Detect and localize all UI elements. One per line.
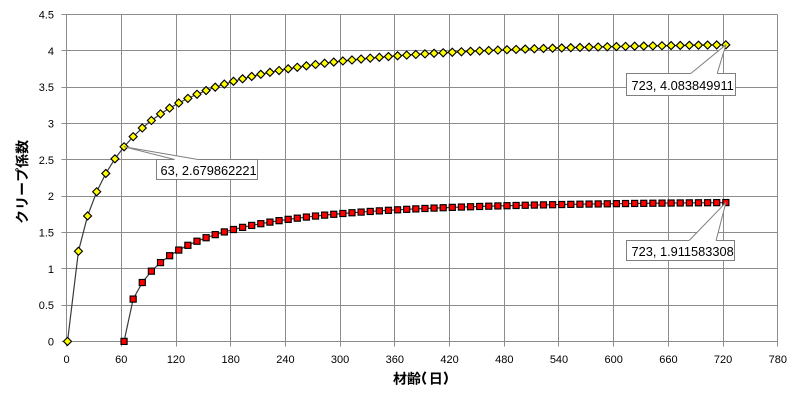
svg-text:360: 360: [386, 354, 404, 366]
svg-text:0: 0: [48, 336, 54, 348]
svg-text:63, 2.679862221: 63, 2.679862221: [161, 163, 257, 178]
svg-text:120: 120: [167, 354, 185, 366]
svg-text:480: 480: [495, 354, 513, 366]
svg-text:4.5: 4.5: [39, 10, 54, 22]
svg-text:660: 660: [659, 354, 677, 366]
svg-text:3.5: 3.5: [39, 82, 54, 94]
svg-text:780: 780: [769, 354, 787, 366]
svg-text:720: 720: [714, 354, 732, 366]
svg-text:2.5: 2.5: [39, 155, 54, 167]
svg-text:600: 600: [605, 354, 623, 366]
svg-text:723, 1.911583308: 723, 1.911583308: [632, 244, 734, 259]
svg-text:60: 60: [115, 354, 127, 366]
svg-text:3: 3: [48, 119, 54, 131]
svg-text:0: 0: [64, 354, 70, 366]
svg-text:723, 4.083849911: 723, 4.083849911: [632, 78, 734, 93]
svg-text:240: 240: [276, 354, 294, 366]
svg-text:2: 2: [48, 191, 54, 203]
svg-text:300: 300: [331, 354, 349, 366]
svg-text:540: 540: [550, 354, 568, 366]
svg-text:0.5: 0.5: [39, 300, 54, 312]
svg-text:4: 4: [48, 46, 54, 58]
svg-text:180: 180: [222, 354, 240, 366]
svg-text:420: 420: [440, 354, 458, 366]
svg-text:1.5: 1.5: [39, 228, 54, 240]
svg-text:1: 1: [48, 264, 54, 276]
